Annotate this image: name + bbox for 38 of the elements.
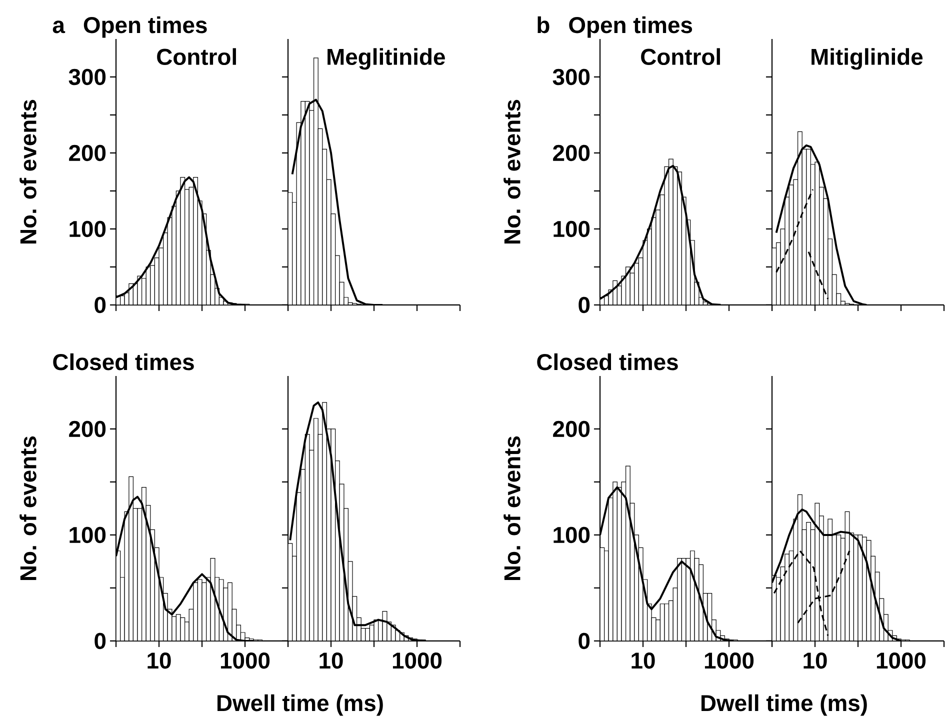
x-tick-label: 1000 (876, 652, 926, 669)
x-tick-label: 10 (804, 652, 827, 669)
y-tick-label: 200 (69, 420, 106, 438)
y-axis-title: No. of events (20, 436, 36, 580)
y-tick-label: 0 (94, 296, 106, 314)
y-tick-label: 300 (68, 68, 106, 86)
y-tick-label: 0 (578, 296, 590, 314)
x-tick-label: 10 (320, 652, 343, 669)
chart-title: Control (641, 48, 720, 66)
y-tick-label: 200 (553, 420, 590, 438)
text: a (52, 20, 66, 34)
y-axis-title: No. of events (20, 100, 36, 244)
x-tick-label: 1000 (220, 652, 270, 669)
y-tick-label: 300 (552, 68, 590, 86)
x-axis-title: Dwell time (ms) (218, 694, 383, 716)
text: Closed times (53, 353, 194, 370)
x-tick-label: 10 (632, 652, 655, 669)
y-tick-label: 200 (69, 144, 106, 162)
x-axis-title: Dwell time (ms) (701, 694, 867, 716)
y-tick-label: 100 (554, 526, 590, 544)
y-axis-title: No. of events (504, 100, 520, 244)
y-tick-label: 100 (70, 526, 106, 544)
text: b (538, 16, 550, 34)
text: Open times (569, 16, 692, 38)
text: Closed times (537, 353, 678, 370)
y-axis-title: No. of events (504, 436, 520, 580)
y-tick-label: 0 (578, 632, 590, 650)
y-tick-label: 100 (70, 220, 106, 238)
x-tick-label: 10 (148, 652, 171, 669)
y-tick-label: 200 (553, 144, 590, 162)
chart-title: Meglitinide (328, 48, 445, 70)
x-tick-label: 1000 (392, 652, 442, 669)
chart-title: Control (157, 48, 236, 66)
y-tick-label: 100 (554, 220, 590, 238)
chart-title: Mitiglinide (812, 48, 923, 70)
y-tick-label: 0 (94, 632, 106, 650)
x-tick-label: 1000 (704, 652, 754, 669)
text: Open times (84, 16, 207, 38)
